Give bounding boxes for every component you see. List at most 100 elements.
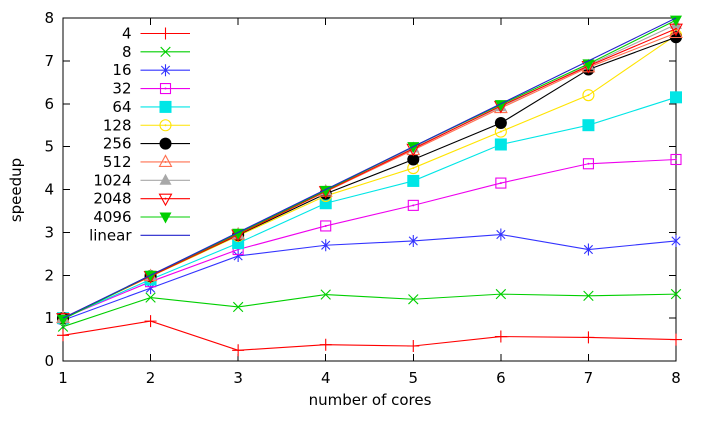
marker-center-dot (587, 162, 590, 165)
plus-marker (159, 27, 172, 40)
plus-marker (232, 344, 245, 357)
plus-marker (494, 330, 507, 343)
y-tick-label: 5 (44, 138, 54, 156)
triangle-up-filled-marker (159, 173, 172, 185)
plus-marker (407, 339, 420, 352)
square-filled-marker (159, 100, 172, 113)
legend-label-4096: 4096 (93, 208, 131, 226)
cross-marker (583, 290, 594, 302)
series-line-4 (62, 320, 677, 351)
series-line-16 (62, 233, 677, 321)
triangle-down-filled-marker (57, 314, 69, 326)
marker-center-dot (164, 160, 167, 163)
legend-label-512: 512 (103, 153, 132, 171)
legend-item-128: 128 (103, 116, 190, 134)
plus-marker (582, 331, 595, 344)
cross-marker (232, 301, 244, 313)
cross-marker (145, 292, 156, 303)
marker-center-dot (412, 204, 415, 207)
square-filled-marker (670, 91, 682, 104)
plus-marker (144, 315, 157, 328)
plus-marker (57, 329, 69, 342)
x-tick-label: 5 (409, 369, 419, 387)
circle-filled-marker (159, 137, 172, 150)
x-tick-label: 8 (671, 369, 681, 387)
series-linear (62, 17, 677, 319)
cross-marker (160, 46, 171, 58)
legend-label-64: 64 (112, 98, 131, 116)
legend-item-linear: linear (89, 226, 190, 244)
legend-label-4: 4 (122, 25, 132, 43)
x-tick-label: 6 (496, 369, 506, 387)
y-tick-label: 7 (44, 52, 54, 70)
cross-marker (495, 288, 507, 300)
asterisk-marker (233, 249, 243, 262)
series-16 (58, 228, 681, 327)
circle-filled-marker (494, 117, 507, 130)
legend-item-64: 64 (112, 98, 190, 116)
x-tick-label: 2 (146, 369, 156, 387)
series-line-linear (62, 17, 677, 319)
legend-item-2048: 2048 (93, 190, 190, 208)
plus-marker (319, 338, 332, 351)
asterisk-marker (160, 64, 171, 77)
square-filled-marker (494, 138, 507, 151)
asterisk-marker (321, 239, 331, 252)
x-axis-label: number of cores (308, 391, 432, 409)
series-line-2048 (62, 28, 677, 319)
y-tick-label: 3 (44, 223, 54, 241)
triangle-up-open-marker (158, 154, 173, 167)
series-8 (57, 288, 682, 332)
marker-center-dot (164, 197, 167, 200)
marker-center-dot (587, 94, 590, 97)
asterisk-marker (496, 228, 506, 241)
y-tick-label: 0 (44, 352, 54, 370)
legend-item-32: 32 (112, 80, 190, 98)
asterisk-marker (671, 234, 681, 247)
cross-marker (408, 294, 419, 305)
legend-label-1024: 1024 (93, 171, 131, 189)
marker-center-dot (499, 130, 502, 133)
x-tick-label: 3 (233, 369, 243, 387)
legend-item-256: 256 (103, 135, 190, 153)
square-open-marker (407, 199, 419, 211)
asterisk-marker (583, 243, 594, 256)
legend-label-256: 256 (103, 135, 132, 153)
series-32 (57, 153, 682, 324)
marker-center-dot (164, 87, 167, 90)
cross-marker (670, 288, 682, 300)
square-open-marker (159, 83, 172, 95)
legend-item-512: 512 (103, 153, 190, 171)
legend-item-16: 16 (112, 61, 190, 79)
square-open-marker (670, 153, 682, 166)
series-line-64 (62, 96, 677, 319)
triangle-down-open-marker (158, 193, 173, 207)
y-tick-label: 8 (44, 9, 54, 27)
marker-center-dot (675, 158, 677, 161)
marker-center-dot (412, 167, 415, 170)
legend-item-4096: 4096 (93, 208, 190, 226)
cross-marker (320, 289, 331, 300)
marker-center-dot (675, 27, 677, 30)
y-tick-label: 1 (44, 309, 54, 327)
marker-center-dot (499, 182, 502, 185)
square-open-marker (582, 158, 594, 170)
y-tick-label: 4 (44, 181, 54, 199)
series-line-32 (62, 158, 677, 319)
legend-item-8: 8 (122, 43, 190, 61)
triangle-down-filled-marker (670, 15, 682, 27)
y-tick-label: 2 (44, 266, 54, 284)
legend-label-32: 32 (112, 80, 131, 98)
square-open-marker (495, 177, 507, 189)
legend-label-2048: 2048 (93, 190, 131, 208)
square-filled-marker (582, 119, 595, 132)
y-tick-label: 6 (44, 95, 54, 113)
square-filled-marker (407, 174, 420, 187)
triangle-down-filled-marker (159, 212, 172, 224)
circle-filled-marker (407, 153, 420, 166)
x-tick-label: 7 (584, 369, 594, 387)
legend-label-8: 8 (122, 43, 132, 61)
triangle-up-open-marker (669, 25, 683, 39)
